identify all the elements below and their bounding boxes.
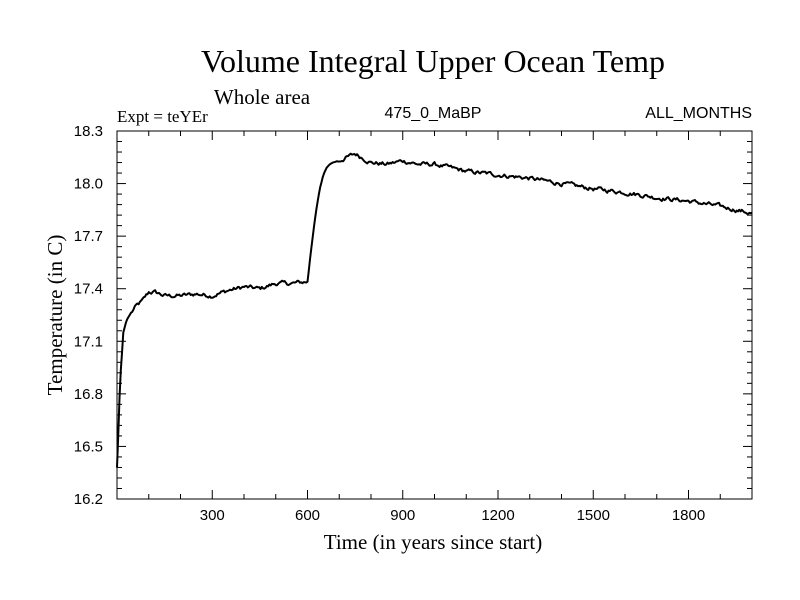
y-tick-label: 16.8 bbox=[74, 386, 103, 403]
months-label: ALL_MONTHS bbox=[645, 105, 752, 122]
chart-subtitle: Whole area bbox=[214, 85, 311, 109]
y-tick-label: 16.2 bbox=[74, 491, 103, 508]
y-axis-label: Temperature (in C) bbox=[43, 235, 67, 396]
x-tick-label: 1800 bbox=[672, 507, 705, 524]
plot-frame bbox=[116, 130, 753, 500]
x-axis-label: Time (in years since start) bbox=[324, 530, 543, 554]
y-tick-label: 16.5 bbox=[74, 438, 103, 455]
chart-title: Volume Integral Upper Ocean Temp bbox=[201, 43, 665, 79]
y-tick-label: 18.3 bbox=[74, 123, 103, 140]
x-tick-label: 600 bbox=[295, 507, 320, 524]
expt-label: Expt = teYEr bbox=[117, 107, 208, 126]
y-tick-label: 18.0 bbox=[74, 176, 103, 193]
y-tick-label: 17.7 bbox=[74, 228, 103, 245]
x-tick-label: 1200 bbox=[481, 507, 514, 524]
x-tick-label: 1500 bbox=[577, 507, 610, 524]
y-tick-label: 17.1 bbox=[74, 333, 103, 350]
axis-ticks bbox=[117, 131, 752, 499]
axis-tick-labels: 300 600 900 1200 1500 1800 16.2 16.5 16.8 17.1 17.… bbox=[74, 123, 705, 524]
x-tick-label: 900 bbox=[390, 507, 415, 524]
y-tick-label: 17.4 bbox=[74, 281, 103, 298]
period-label: 475_0_MaBP bbox=[385, 105, 482, 122]
series-line bbox=[116, 152, 753, 468]
x-tick-label: 300 bbox=[200, 507, 225, 524]
